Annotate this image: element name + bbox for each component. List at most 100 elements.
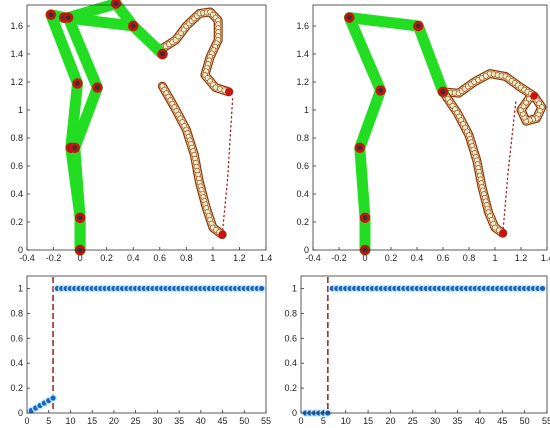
y-tick-label: 0.4 — [296, 189, 309, 199]
joint-center — [77, 215, 83, 221]
y-tick-label: 1.6 — [296, 21, 309, 31]
y-tick-label: 0.8 — [10, 133, 23, 143]
tube-marker — [492, 224, 498, 231]
joint-center — [415, 23, 421, 29]
axes-frame — [300, 275, 548, 414]
tube-tip — [530, 92, 538, 100]
x-tick-label: 0.6 — [154, 253, 167, 263]
y-tick-label: 1 — [18, 283, 23, 293]
axes-frame — [312, 4, 548, 251]
x-tick-label: 50 — [520, 416, 530, 426]
x-tick-label: 0 — [78, 253, 83, 263]
x-tick-label: 45 — [218, 416, 228, 426]
tube-tip — [218, 230, 226, 239]
y-tick-label: 1 — [304, 105, 309, 115]
axes-frame — [26, 4, 267, 251]
x-tick-label: 0.2 — [100, 253, 113, 263]
x-tick-label: 0.4 — [411, 253, 424, 263]
x-tick-label: 45 — [497, 416, 507, 426]
joint-center — [72, 145, 78, 151]
x-tick-label: -0.2 — [46, 253, 62, 263]
joint-center — [94, 85, 100, 90]
data-point — [50, 395, 56, 401]
x-tick-label: 40 — [196, 416, 206, 426]
x-tick-label: 35 — [453, 416, 463, 426]
y-tick-label: 0.2 — [284, 383, 297, 393]
x-tick-label: 40 — [475, 416, 485, 426]
joint-center — [378, 88, 383, 93]
y-tick-label: 0.6 — [284, 333, 297, 343]
x-tick-label: -0.4 — [305, 253, 321, 263]
y-tick-label: 0.6 — [296, 161, 309, 171]
x-tick-label: 1.4 — [260, 253, 273, 263]
x-tick-label: 1.2 — [233, 253, 246, 263]
tube-marker — [525, 95, 532, 102]
y-tick-label: 0.4 — [10, 358, 23, 368]
x-tick-label: 55 — [542, 416, 550, 426]
x-tick-label: 25 — [408, 416, 418, 426]
x-tick-label: 25 — [131, 416, 141, 426]
y-tick-label: 0 — [304, 245, 309, 255]
joint-center — [65, 15, 71, 20]
subplot-bottom-left: 0 5 10 15 20 25 30 35 40 45 50 55 0 0.2 0.4 0.6 0.8 1 — [10, 275, 271, 426]
tube-tip — [225, 88, 233, 96]
y-tick-label: 1.2 — [296, 77, 309, 87]
y-tick-label: 0 — [292, 408, 297, 418]
x-tick-label: 30 — [430, 416, 440, 426]
x-tick-label: 0.6 — [437, 253, 450, 263]
x-tick-label: 15 — [363, 416, 373, 426]
tube-outline — [438, 87, 508, 238]
x-tick-label: 55 — [261, 416, 271, 426]
x-tick-label: 5 — [321, 416, 326, 426]
y-tick-label: 1 — [292, 283, 297, 293]
x-tick-label: 5 — [46, 416, 51, 426]
joint-center — [440, 89, 446, 95]
x-tick-label: 10 — [341, 416, 351, 426]
y-tick-label: 0 — [18, 408, 23, 418]
data-point — [539, 285, 546, 292]
y-tick-label: 0.6 — [10, 161, 23, 171]
y-tick-label: 0.8 — [10, 308, 23, 318]
subplot-top-left: -0.4 -0.2 0 0.2 0.4 0.6 0.8 1 1.2 1.4 0 0.2 0.4 0.6 0.… — [10, 0, 272, 263]
axes-frame — [26, 275, 267, 414]
x-tick-label: 50 — [239, 416, 249, 426]
x-tick-label: 0 — [24, 416, 29, 426]
x-tick-label: 10 — [65, 416, 75, 426]
y-tick-label: 0.2 — [10, 217, 23, 227]
x-tick-label: -0.2 — [331, 253, 347, 263]
x-tick-label: 20 — [385, 416, 395, 426]
y-tick-label: 0.4 — [284, 358, 297, 368]
joint-center — [160, 51, 165, 57]
x-tick-label: 0.8 — [463, 253, 476, 263]
y-tick-label: 0.4 — [10, 189, 23, 199]
y-tick-label: 1.6 — [10, 21, 23, 31]
y-tick-label: 1.4 — [296, 49, 309, 59]
rigid-link — [62, 0, 139, 256]
trajectory-trail — [221, 95, 234, 236]
joint-center — [347, 15, 352, 20]
y-tick-label: 1.4 — [10, 49, 23, 59]
y-tick-label: 0 — [18, 245, 23, 255]
x-tick-label: 1 — [210, 253, 215, 263]
y-tick-label: 0.8 — [284, 308, 297, 318]
joint-center — [130, 23, 136, 29]
tube-tip — [499, 229, 507, 237]
y-tick-label: 0.6 — [10, 333, 23, 343]
joint-center — [357, 145, 363, 151]
x-tick-label: 1 — [492, 253, 497, 263]
x-tick-label: 0.4 — [127, 253, 140, 263]
trajectory-trail — [502, 100, 517, 234]
subplot-bottom-right: 0 5 10 15 20 25 30 35 40 45 50 55 0 0.2 0.4 0.6 0.8 1 — [284, 275, 550, 426]
x-tick-label: -0.4 — [19, 253, 35, 263]
y-tick-label: 0.2 — [296, 217, 309, 227]
x-tick-label: 15 — [87, 416, 97, 426]
y-tick-label: 1 — [18, 105, 23, 115]
x-tick-label: 20 — [109, 416, 119, 426]
joint-center — [48, 12, 54, 18]
x-tick-label: 1.2 — [515, 253, 528, 263]
rigid-link — [45, 9, 168, 256]
y-tick-label: 1.2 — [10, 77, 23, 87]
x-tick-label: 1.4 — [541, 253, 550, 263]
y-tick-label: 0.8 — [296, 133, 309, 143]
subplot-top-right: -0.4 -0.2 0 0.2 0.4 0.6 0.8 1 1.2 1.4 0 0.2 0.4 0.6 0.… — [296, 4, 550, 263]
